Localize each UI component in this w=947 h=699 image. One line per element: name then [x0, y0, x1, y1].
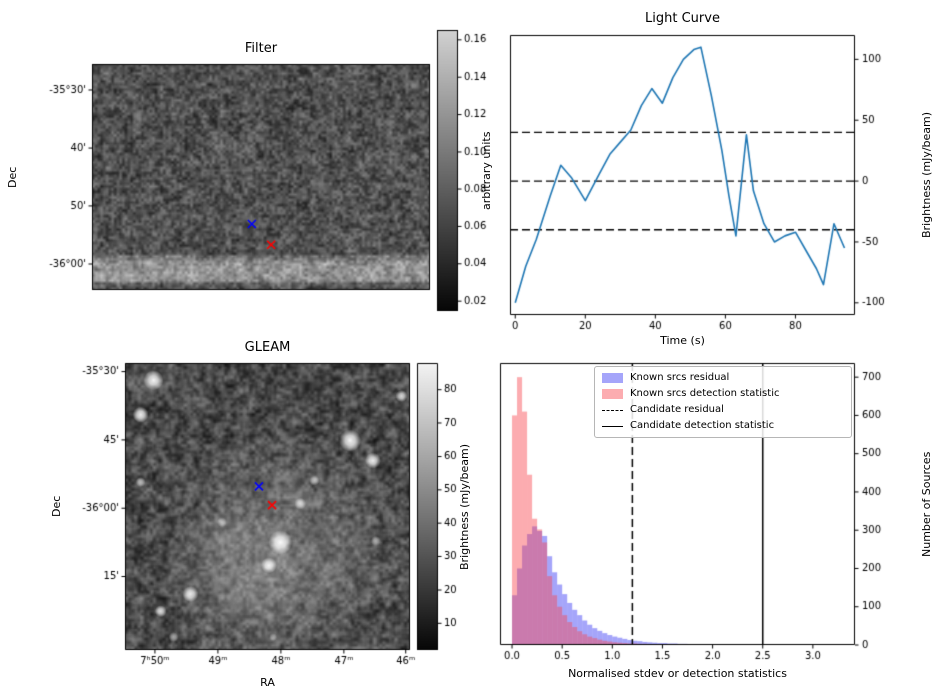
legend-dashed-line-swatch — [602, 409, 623, 411]
legend-solid-line-swatch — [602, 425, 623, 427]
gleam-colorbar-label: Brightness (mJy/beam) — [458, 443, 471, 570]
filter-colorbar-label: arbitrary units — [480, 131, 493, 210]
histogram-y-axis-label: Number of Sources — [920, 451, 933, 557]
legend-label: Candidate residual — [630, 404, 724, 415]
filter-title: Filter — [244, 41, 278, 56]
histogram-legend: Known srcs residual Known srcs detection … — [594, 366, 852, 438]
legend-patch-swatch — [602, 373, 623, 383]
legend-patch-swatch — [602, 389, 623, 399]
legend-item: Known srcs residual — [602, 372, 844, 384]
gleam-x-axis-label: RA — [260, 676, 275, 689]
legend-item: Candidate residual — [602, 404, 844, 416]
gleam-title: GLEAM — [244, 340, 291, 355]
gleam-y-axis-label: Dec — [50, 495, 63, 518]
light-curve-title: Light Curve — [645, 11, 720, 26]
legend-item: Known srcs detection statistic — [602, 388, 844, 400]
legend-item: Candidate detection statistic — [602, 420, 844, 432]
legend-label: Known srcs residual — [630, 372, 730, 383]
histogram-x-axis-label: Normalised stdev or detection statistics — [568, 667, 787, 680]
legend-label: Candidate detection statistic — [630, 420, 775, 431]
light-curve-y-axis-label: Brightness (mJy/beam) — [920, 111, 933, 239]
filter-y-axis-label: Dec — [6, 166, 19, 188]
legend-label: Known srcs detection statistic — [630, 388, 780, 399]
light-curve-x-axis-label: Time (s) — [660, 334, 705, 347]
